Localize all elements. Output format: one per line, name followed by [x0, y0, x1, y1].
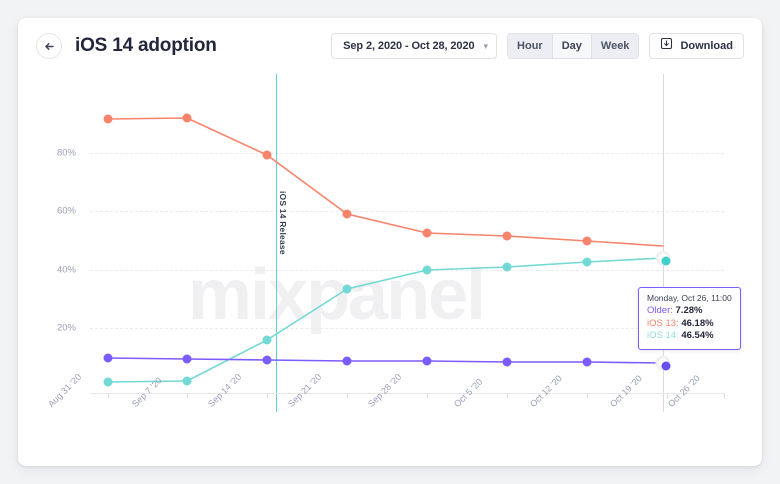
gridline-80: [90, 153, 724, 154]
gridline-60: [90, 211, 724, 212]
xtick-mark-1: [187, 393, 188, 399]
download-icon: [660, 37, 673, 55]
highlight-point-ios14[interactable]: [655, 250, 671, 266]
tooltip-value-ios14: 46.54%: [681, 330, 714, 341]
chart-container: mixpanel 80% 60% 40% 20% iOS 14 Release: [18, 74, 762, 466]
ytick-label-40: 40%: [56, 264, 76, 276]
chevron-down-icon: ▾: [483, 40, 489, 51]
gridline-40: [90, 270, 724, 271]
granularity-day[interactable]: Day: [552, 34, 592, 58]
series-svg: [103, 113, 664, 387]
plot-area: 80% 60% 40% 20% iOS 14 Release: [57, 74, 724, 412]
gridline-20: [90, 328, 724, 329]
ios14-release-line: [276, 74, 277, 412]
xtick-mark-4: [427, 393, 428, 399]
xtick-label-0: Aug 31 '20: [46, 371, 84, 410]
xtick-mark-2: [267, 393, 268, 399]
report-header: iOS 14 adoption Sep 2, 2020 - Oct 28, 20…: [18, 18, 762, 74]
tooltip-row-ios13: iOS 13: 46.18%: [647, 317, 714, 329]
tooltip-name-older: Older: [647, 305, 671, 316]
report-card: iOS 14 adoption Sep 2, 2020 - Oct 28, 20…: [18, 18, 762, 466]
page-title: iOS 14 adoption: [75, 35, 217, 56]
granularity-toggle: Hour Day Week: [507, 33, 640, 59]
header-controls: Sep 2, 2020 - Oct 28, 2020 ▾ Hour Day We…: [331, 33, 744, 59]
granularity-hour[interactable]: Hour: [508, 34, 553, 58]
xtick-mark-3: [347, 393, 348, 399]
ytick-label-60: 60%: [56, 205, 76, 217]
tooltip-value-ios13: 46.18%: [681, 317, 714, 329]
series-ios14: [103, 257, 664, 387]
ytick-label-20: 20%: [56, 322, 76, 334]
tooltip-name-ios13: iOS 13: [647, 317, 677, 329]
hover-cursor-line: [663, 74, 664, 412]
tooltip-name-ios14: iOS 14: [647, 330, 677, 341]
arrow-left-icon: [43, 40, 56, 53]
date-range-picker[interactable]: Sep 2, 2020 - Oct 28, 2020 ▾: [331, 33, 498, 59]
download-label: Download: [680, 40, 733, 52]
xtick-mark-8: [724, 393, 725, 399]
tooltip-row-older: Older: 7.28%: [647, 305, 703, 316]
tooltip-row-ios14: iOS 14: 46.54%: [647, 330, 714, 341]
highlight-point-older[interactable]: [655, 355, 671, 371]
xtick-mark-6: [587, 393, 588, 399]
hover-tooltip: Monday, Oct 26, 11:00 Older: 7.28% iOS 1…: [638, 287, 741, 350]
date-range-value: Sep 2, 2020 - Oct 28, 2020: [343, 40, 475, 52]
tooltip-date: Monday, Oct 26, 11:00: [647, 293, 732, 303]
series-older: [103, 353, 664, 367]
xtick-mark-7: [667, 393, 668, 399]
xtick-mark-5: [507, 393, 508, 399]
granularity-week[interactable]: Week: [591, 34, 639, 58]
x-axis-line: [90, 393, 724, 394]
tooltip-value-older: 7.28%: [675, 305, 703, 316]
back-button[interactable]: [36, 33, 62, 59]
download-button[interactable]: Download: [649, 33, 744, 59]
xtick-mark-0: [108, 393, 109, 399]
ytick-label-80: 80%: [56, 147, 76, 159]
series-ios13: [103, 113, 664, 247]
ios14-release-label: iOS 14 Release: [278, 191, 288, 255]
